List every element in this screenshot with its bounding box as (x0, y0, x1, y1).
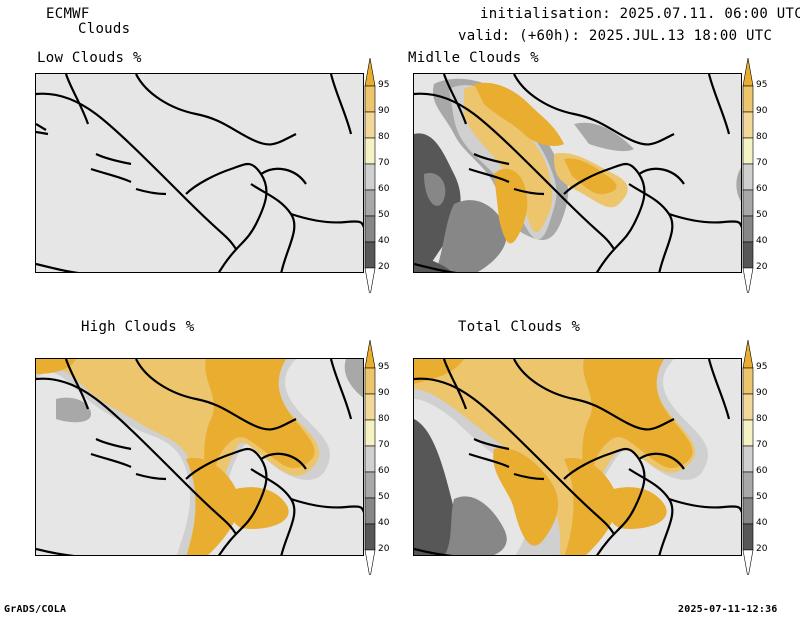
colorbar-top-arrow (364, 57, 376, 87)
map-low (36, 74, 363, 272)
colorbar-bottom-arrow (364, 267, 376, 297)
colorbar-tick-label: 70 (378, 440, 390, 450)
borders-low (36, 74, 363, 272)
colorbar-bottom-arrow (364, 549, 376, 579)
map-panel-middle (413, 73, 742, 273)
colorbar-tick-label: 20 (378, 544, 390, 554)
colorbar-tick-label: 60 (378, 466, 390, 476)
colorbar-graphic (742, 339, 754, 579)
colorbar-tick-label: 90 (756, 106, 768, 116)
colorbar-segment (364, 85, 376, 113)
colorbar-tick-label: 95 (756, 362, 768, 372)
colorbar-segment (742, 137, 754, 165)
panel-title-high: High Clouds % (81, 319, 195, 335)
colorbar-segment (742, 523, 754, 551)
colorbar-tick-label: 80 (378, 414, 390, 424)
colorbar-tick-label: 95 (378, 362, 390, 372)
colorbar-segment (364, 471, 376, 499)
colorbar-tick-label: 95 (756, 80, 768, 90)
map-total (414, 359, 741, 555)
colorbar-tick-label: 60 (756, 466, 768, 476)
colorbar-segment (742, 497, 754, 525)
map-panel-low (35, 73, 364, 273)
footer-credit: GrADS/COLA (4, 604, 67, 615)
colorbar-tick-label: 20 (378, 262, 390, 272)
valid-time: valid: (+60h): 2025.JUL.13 18:00 UTC (458, 28, 773, 44)
colorbar-tick-label: 50 (756, 492, 768, 502)
panel-title-low: Low Clouds % (37, 50, 142, 66)
colorbar-total: 95 90 80 70 60 50 40 20 (742, 339, 772, 579)
colorbar-segment (742, 367, 754, 395)
colorbar-segment (742, 85, 754, 113)
colorbar-low: 95 90 80 70 60 50 40 20 (364, 57, 394, 297)
colorbar-bottom-arrow (742, 267, 754, 297)
initialisation-time: initialisation: 2025.07.11. 06:00 UTC (480, 6, 800, 22)
map-high (36, 359, 363, 555)
colorbar-high: 95 90 80 70 60 50 40 20 (364, 339, 394, 579)
colorbar-segment (364, 189, 376, 217)
borders-high (36, 359, 363, 555)
colorbar-segment (742, 111, 754, 139)
colorbar-tick-label: 70 (378, 158, 390, 168)
colorbar-segment (742, 189, 754, 217)
colorbar-tick-label: 40 (756, 236, 768, 246)
panel-title-total: Total Clouds % (458, 319, 581, 335)
colorbar-tick-label: 20 (756, 262, 768, 272)
colorbar-segment (364, 137, 376, 165)
colorbar-tick-label: 90 (378, 388, 390, 398)
product-name: Clouds (78, 21, 131, 37)
colorbar-segment (364, 497, 376, 525)
colorbar-graphic (364, 57, 376, 297)
colorbar-top-arrow (742, 339, 754, 369)
colorbar-segment (364, 393, 376, 421)
panel-title-middle: Midlle Clouds % (408, 50, 539, 66)
colorbar-tick-label: 60 (378, 184, 390, 194)
map-panel-high (35, 358, 364, 556)
colorbar-segment (364, 215, 376, 243)
colorbar-segment (364, 523, 376, 551)
colorbar-segment (742, 393, 754, 421)
colorbar-segment (742, 471, 754, 499)
borders-middle (414, 74, 741, 272)
model-name: ECMWF (46, 6, 90, 22)
colorbar-tick-label: 40 (756, 518, 768, 528)
colorbar-tick-label: 90 (378, 106, 390, 116)
colorbar-tick-label: 60 (756, 184, 768, 194)
colorbar-tick-label: 80 (756, 132, 768, 142)
colorbar-segment (364, 241, 376, 269)
map-panel-total (413, 358, 742, 556)
colorbar-tick-label: 70 (756, 440, 768, 450)
colorbar-tick-label: 70 (756, 158, 768, 168)
colorbar-segment (364, 111, 376, 139)
cloud-field-high (36, 359, 363, 555)
colorbar-tick-label: 95 (378, 80, 390, 90)
colorbar-tick-label: 20 (756, 544, 768, 554)
colorbar-tick-label: 50 (756, 210, 768, 220)
map-middle (414, 74, 741, 272)
colorbar-tick-label: 40 (378, 236, 390, 246)
colorbar-segment (742, 419, 754, 447)
colorbar-tick-label: 50 (378, 210, 390, 220)
colorbar-segment (742, 241, 754, 269)
colorbar-segment (364, 445, 376, 473)
borders-total (414, 359, 741, 555)
colorbar-tick-label: 80 (378, 132, 390, 142)
footer-timestamp: 2025-07-11-12:36 (678, 604, 778, 615)
colorbar-top-arrow (364, 339, 376, 369)
colorbar-middle: 95 90 80 70 60 50 40 20 (742, 57, 772, 297)
colorbar-tick-label: 40 (378, 518, 390, 528)
colorbar-graphic (742, 57, 754, 297)
colorbar-bottom-arrow (742, 549, 754, 579)
colorbar-graphic (364, 339, 376, 579)
colorbar-segment (364, 367, 376, 395)
colorbar-segment (364, 419, 376, 447)
colorbar-tick-label: 80 (756, 414, 768, 424)
colorbar-segment (742, 163, 754, 191)
colorbar-top-arrow (742, 57, 754, 87)
colorbar-segment (742, 215, 754, 243)
colorbar-segment (364, 163, 376, 191)
colorbar-tick-label: 50 (378, 492, 390, 502)
colorbar-segment (742, 445, 754, 473)
colorbar-tick-label: 90 (756, 388, 768, 398)
